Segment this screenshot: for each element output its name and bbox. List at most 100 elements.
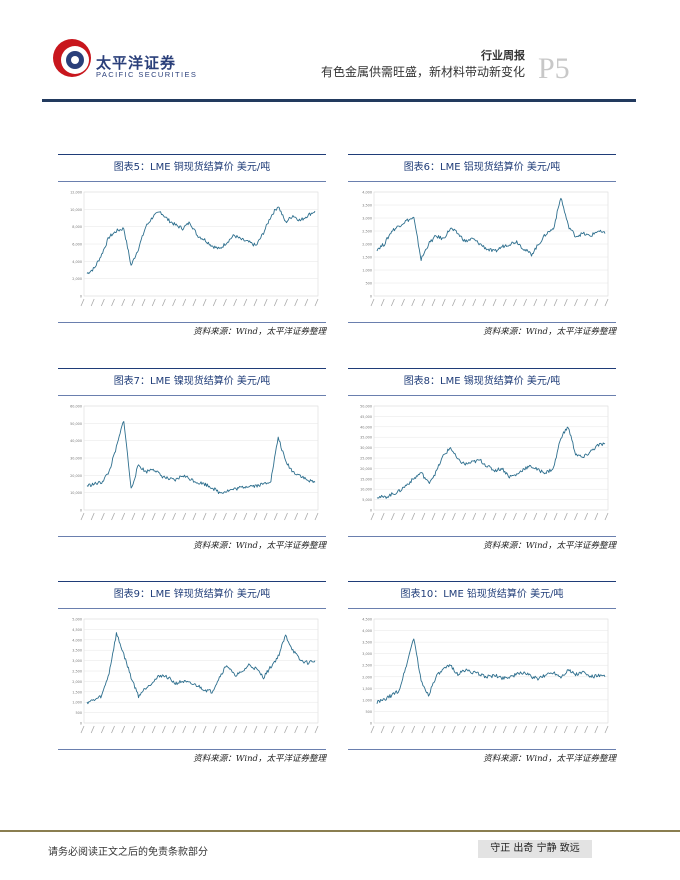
y-tick-label: 20,000 xyxy=(360,467,372,471)
x-tick-label xyxy=(141,725,146,734)
x-tick-label xyxy=(162,298,166,307)
x-tick-label xyxy=(202,725,207,734)
x-tick-label xyxy=(233,725,237,734)
x-tick-label xyxy=(121,512,126,521)
y-tick-label: 12,000 xyxy=(70,191,82,195)
copper-price-chart: 0 2,000 4,000 6,000 8,000 10,000 12,000 xyxy=(70,191,319,307)
x-tick-label xyxy=(431,512,436,521)
tin-price-chart: 0 5,000 10,000 15,000 20,000 25,000 30,000 35,0… xyxy=(360,405,609,521)
x-tick-label xyxy=(482,512,487,521)
x-tick-label xyxy=(192,725,197,734)
x-tick-label xyxy=(390,512,395,521)
y-tick-label: 50,000 xyxy=(70,422,82,426)
x-tick-label xyxy=(243,512,248,521)
x-tick-label xyxy=(212,298,217,307)
x-tick-label xyxy=(584,512,589,521)
x-tick-label xyxy=(263,298,268,307)
x-tick-label xyxy=(502,725,507,734)
lead-price-chart: 0 500 1,000 1,500 2,000 2,500 3,000 3,500 4,000 4… xyxy=(362,618,609,734)
x-tick-label xyxy=(273,512,278,521)
y-tick-label: 1,000 xyxy=(72,701,82,705)
y-tick-label: 0 xyxy=(370,509,372,513)
y-tick-label: 4,000 xyxy=(362,629,372,633)
y-tick-label: 3,000 xyxy=(362,652,372,656)
disclaimer: 请务必阅读正文之后的免责条款部分 xyxy=(48,847,208,858)
x-tick-label xyxy=(452,298,456,307)
x-tick-label xyxy=(370,298,375,307)
x-tick-label xyxy=(482,298,487,307)
x-tick-label xyxy=(182,298,187,307)
x-tick-label xyxy=(111,298,115,307)
price-series-line xyxy=(376,426,606,499)
x-tick-label xyxy=(370,725,375,734)
chart-panel-zinc: 图表9：LME 锌现货结算价 美元/吨 0 500 1,000 1,500 2,000 2… xyxy=(58,581,326,764)
x-tick-label xyxy=(533,298,538,307)
chart-title: 图表6：LME 铝现货结算价 美元/吨 xyxy=(348,154,616,182)
x-tick-label xyxy=(162,512,166,521)
x-tick-label xyxy=(594,725,599,734)
y-tick-label: 30,000 xyxy=(70,457,82,461)
x-tick-label xyxy=(452,512,456,521)
chart-title: 图表8：LME 锡现货结算价 美元/吨 xyxy=(348,368,616,396)
y-tick-label: 1,500 xyxy=(362,687,372,691)
x-tick-label xyxy=(502,512,507,521)
x-tick-label xyxy=(304,298,309,307)
x-tick-label xyxy=(273,725,278,734)
x-tick-label xyxy=(513,512,517,521)
source-note: 资料来源：Wind，太平洋证券整理 xyxy=(193,541,326,551)
x-tick-label xyxy=(492,512,497,521)
x-tick-label xyxy=(563,725,568,734)
y-tick-label: 10,000 xyxy=(70,208,82,212)
x-tick-label xyxy=(431,725,436,734)
y-tick-label: 3,500 xyxy=(72,649,82,653)
y-tick-label: 1,000 xyxy=(362,698,372,702)
chart-plot: 0 500 1,000 1,500 2,000 2,500 3,000 3,500 4,000 4… xyxy=(348,609,616,750)
x-tick-label xyxy=(151,725,156,734)
x-tick-label xyxy=(513,725,517,734)
x-tick-label xyxy=(411,512,416,521)
chart-plot: 0 5,000 10,000 15,000 20,000 25,000 30,000 35,0… xyxy=(348,396,616,537)
x-tick-label xyxy=(263,512,268,521)
x-tick-label xyxy=(233,512,237,521)
price-series-line xyxy=(86,632,316,705)
x-tick-label xyxy=(314,298,319,307)
x-tick-label xyxy=(421,512,426,521)
y-tick-label: 0 xyxy=(370,295,372,299)
x-tick-label xyxy=(192,298,197,307)
x-tick-label xyxy=(604,512,609,521)
y-tick-label: 2,500 xyxy=(362,664,372,668)
x-tick-label xyxy=(370,512,375,521)
x-tick-label xyxy=(100,725,105,734)
y-tick-label: 5,000 xyxy=(362,498,372,502)
y-tick-label: 0 xyxy=(80,295,82,299)
x-tick-label xyxy=(390,298,395,307)
x-tick-label xyxy=(401,298,405,307)
company-logo xyxy=(53,39,91,77)
y-tick-label: 2,000 xyxy=(72,680,82,684)
report-type: 行业周报 xyxy=(481,49,525,62)
x-tick-label xyxy=(472,512,477,521)
chart-panel-tin: 图表8：LME 锡现货结算价 美元/吨 0 5,000 10,000 15,000 20… xyxy=(348,368,616,551)
x-tick-label xyxy=(131,725,136,734)
aluminum-price-chart: 0 500 1,000 1,500 2,000 2,500 3,000 3,500 4,000 xyxy=(362,191,609,307)
x-tick-label xyxy=(380,512,385,521)
x-tick-label xyxy=(141,512,146,521)
x-tick-label xyxy=(192,512,197,521)
x-tick-label xyxy=(563,512,568,521)
x-tick-label xyxy=(574,512,578,521)
x-tick-label xyxy=(253,298,258,307)
x-tick-label xyxy=(243,298,248,307)
y-tick-label: 4,000 xyxy=(72,260,82,264)
x-tick-label xyxy=(452,725,456,734)
y-tick-label: 4,500 xyxy=(362,618,372,622)
x-tick-label xyxy=(411,725,416,734)
y-tick-label: 50,000 xyxy=(360,405,372,409)
x-tick-label xyxy=(182,725,187,734)
x-tick-label xyxy=(574,725,578,734)
x-tick-label xyxy=(202,512,207,521)
nickel-price-chart: 0 10,000 20,000 30,000 40,000 50,000 60,000 xyxy=(70,405,319,521)
y-tick-label: 4,000 xyxy=(72,638,82,642)
chart-title: 图表10：LME 铅现货结算价 美元/吨 xyxy=(348,581,616,609)
y-tick-label: 1,500 xyxy=(362,256,372,260)
company-motto: 守正 出奇 宁静 致远 xyxy=(478,840,592,858)
